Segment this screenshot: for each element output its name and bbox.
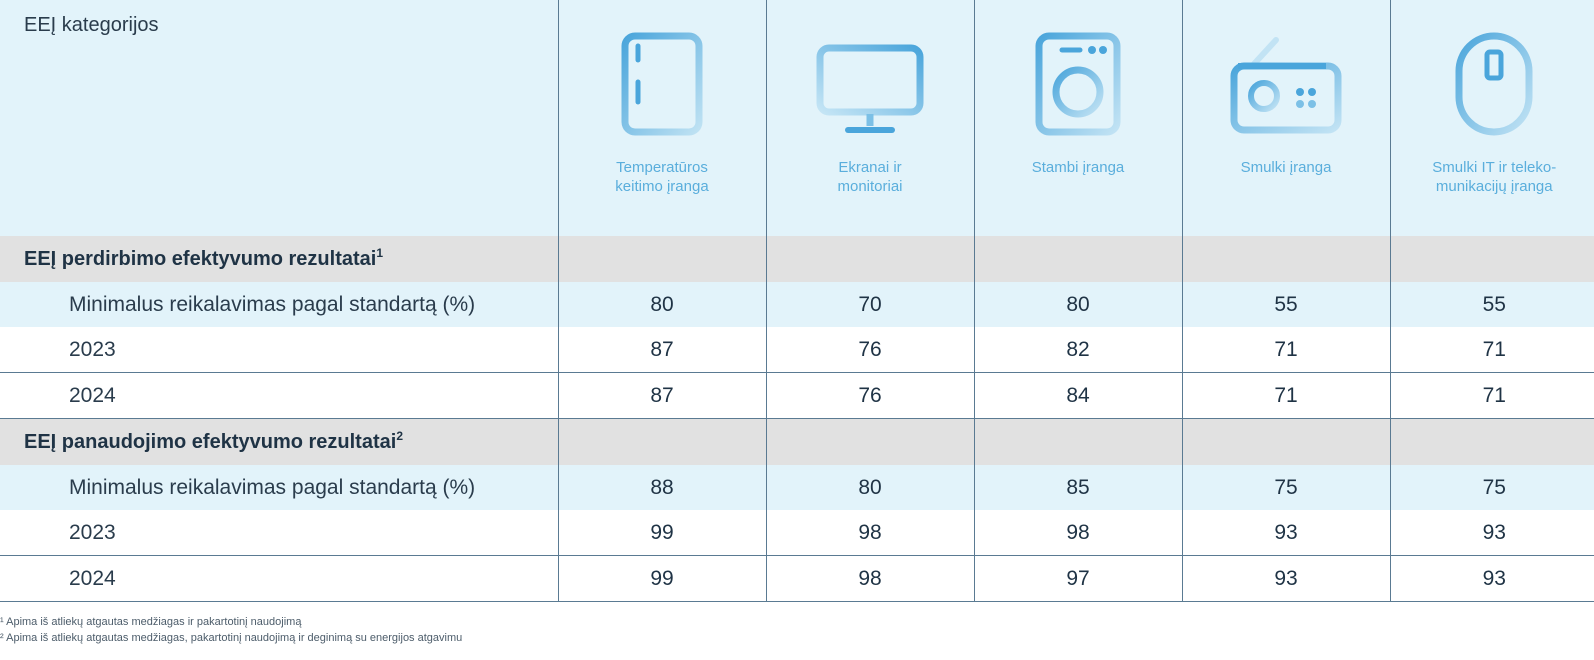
fridge-icon [621, 32, 703, 136]
section-title: EEĮ perdirbimo efektyvumo rezultatai1 [0, 236, 558, 282]
section-title-text: EEĮ perdirbimo efektyvumo rezultatai [24, 247, 377, 270]
cell-value: 98 [765, 510, 974, 556]
cell-value: 76 [765, 327, 974, 373]
cell-value: 87 [557, 372, 766, 419]
row-label: 2024 [0, 555, 558, 602]
category-name-line: munikacijų įranga [1435, 178, 1553, 195]
category-col-4: Smulki įranga [1181, 0, 1390, 236]
cell-value: 75 [1181, 465, 1390, 510]
row-label: Minimalus reikalavimas pagal standartą (… [0, 465, 558, 510]
cell-value: 71 [1389, 372, 1594, 419]
cell-value: 84 [973, 372, 1182, 419]
cell-value: 71 [1181, 372, 1390, 419]
cell-value: 99 [557, 555, 766, 602]
monitor-icon [816, 44, 924, 133]
table-row: 2023 99 98 98 93 93 [0, 510, 1594, 556]
cell-value: 93 [1389, 555, 1594, 602]
table-row: Minimalus reikalavimas pagal standartą (… [0, 282, 1594, 327]
row-label: 2023 [0, 327, 558, 373]
category-name-line: Temperatūros [616, 159, 708, 176]
cell-value: 71 [1389, 327, 1594, 373]
table-row: Minimalus reikalavimas pagal standartą (… [0, 465, 1594, 510]
category-name-line: Stambi įranga [1031, 159, 1125, 176]
cell-value: 93 [1181, 555, 1390, 602]
cell-value: 93 [1181, 510, 1390, 556]
table-row: 2023 87 76 82 71 71 [0, 327, 1594, 373]
category-name-line: Ekranai ir [838, 159, 902, 176]
row-label: 2024 [0, 372, 558, 419]
cell-value: 75 [1389, 465, 1594, 510]
header-row: EEĮ kategorijos Temperatūros keitimo įra… [0, 0, 1594, 236]
cell-value: 93 [1389, 510, 1594, 556]
row-label: 2023 [0, 510, 558, 556]
cell-value: 82 [973, 327, 1182, 373]
section-header-recycling: EEĮ perdirbimo efektyvumo rezultatai1 [0, 236, 1594, 282]
cell-value: 98 [973, 510, 1182, 556]
efficiency-table: EEĮ kategorijos Temperatūros keitimo įra… [0, 0, 1594, 602]
table-row: 2024 99 98 97 93 93 [0, 555, 1594, 602]
computer-mouse-icon [1455, 32, 1533, 136]
cell-value: 99 [557, 510, 766, 556]
category-name-line: monitoriai [837, 178, 903, 195]
footnote-1: ¹ Apima iš atliekų atgautas medžiagas ir… [0, 616, 302, 628]
section-header-recovery: EEĮ panaudojimo efektyvumo rezultatai2 [0, 418, 1594, 465]
header-label: EEĮ kategorijos [0, 0, 558, 236]
cell-value: 70 [765, 282, 974, 327]
row-label: Minimalus reikalavimas pagal standartą (… [0, 282, 558, 327]
radio-icon [1230, 37, 1342, 134]
table-row: 2024 87 76 84 71 71 [0, 372, 1594, 419]
washing-machine-icon [1035, 32, 1121, 136]
section-title: EEĮ panaudojimo efektyvumo rezultatai2 [0, 418, 558, 465]
cell-value: 88 [557, 465, 766, 510]
category-name-line: Smulki IT ir teleko- [1432, 159, 1557, 176]
category-col-1: Temperatūros keitimo įranga [557, 0, 766, 236]
cell-value: 71 [1181, 327, 1390, 373]
footnote-marker: 2 [396, 428, 403, 443]
footnotes: ¹ Apima iš atliekų atgautas medžiagas ir… [0, 614, 462, 646]
section-title-text: EEĮ panaudojimo efektyvumo rezultatai [24, 430, 397, 453]
cell-value: 80 [765, 465, 974, 510]
cell-value: 98 [765, 555, 974, 602]
footnote-2: ² Apima iš atliekų atgautas medžiagas, p… [0, 632, 463, 644]
category-col-2: Ekranai ir monitoriai [765, 0, 974, 236]
cell-value: 55 [1389, 282, 1594, 327]
footnote-marker: 1 [376, 245, 384, 260]
cell-value: 80 [973, 282, 1182, 327]
category-col-3: Stambi įranga [973, 0, 1182, 236]
category-name-line: Smulki įranga [1240, 159, 1332, 176]
category-name-line: keitimo įranga [615, 178, 709, 195]
cell-value: 80 [557, 282, 766, 327]
cell-value: 85 [973, 465, 1182, 510]
cell-value: 55 [1181, 282, 1390, 327]
cell-value: 87 [557, 327, 766, 373]
category-col-5: Smulki IT ir teleko- munikacijų įranga [1389, 0, 1594, 236]
cell-value: 97 [973, 555, 1182, 602]
cell-value: 76 [765, 372, 974, 419]
